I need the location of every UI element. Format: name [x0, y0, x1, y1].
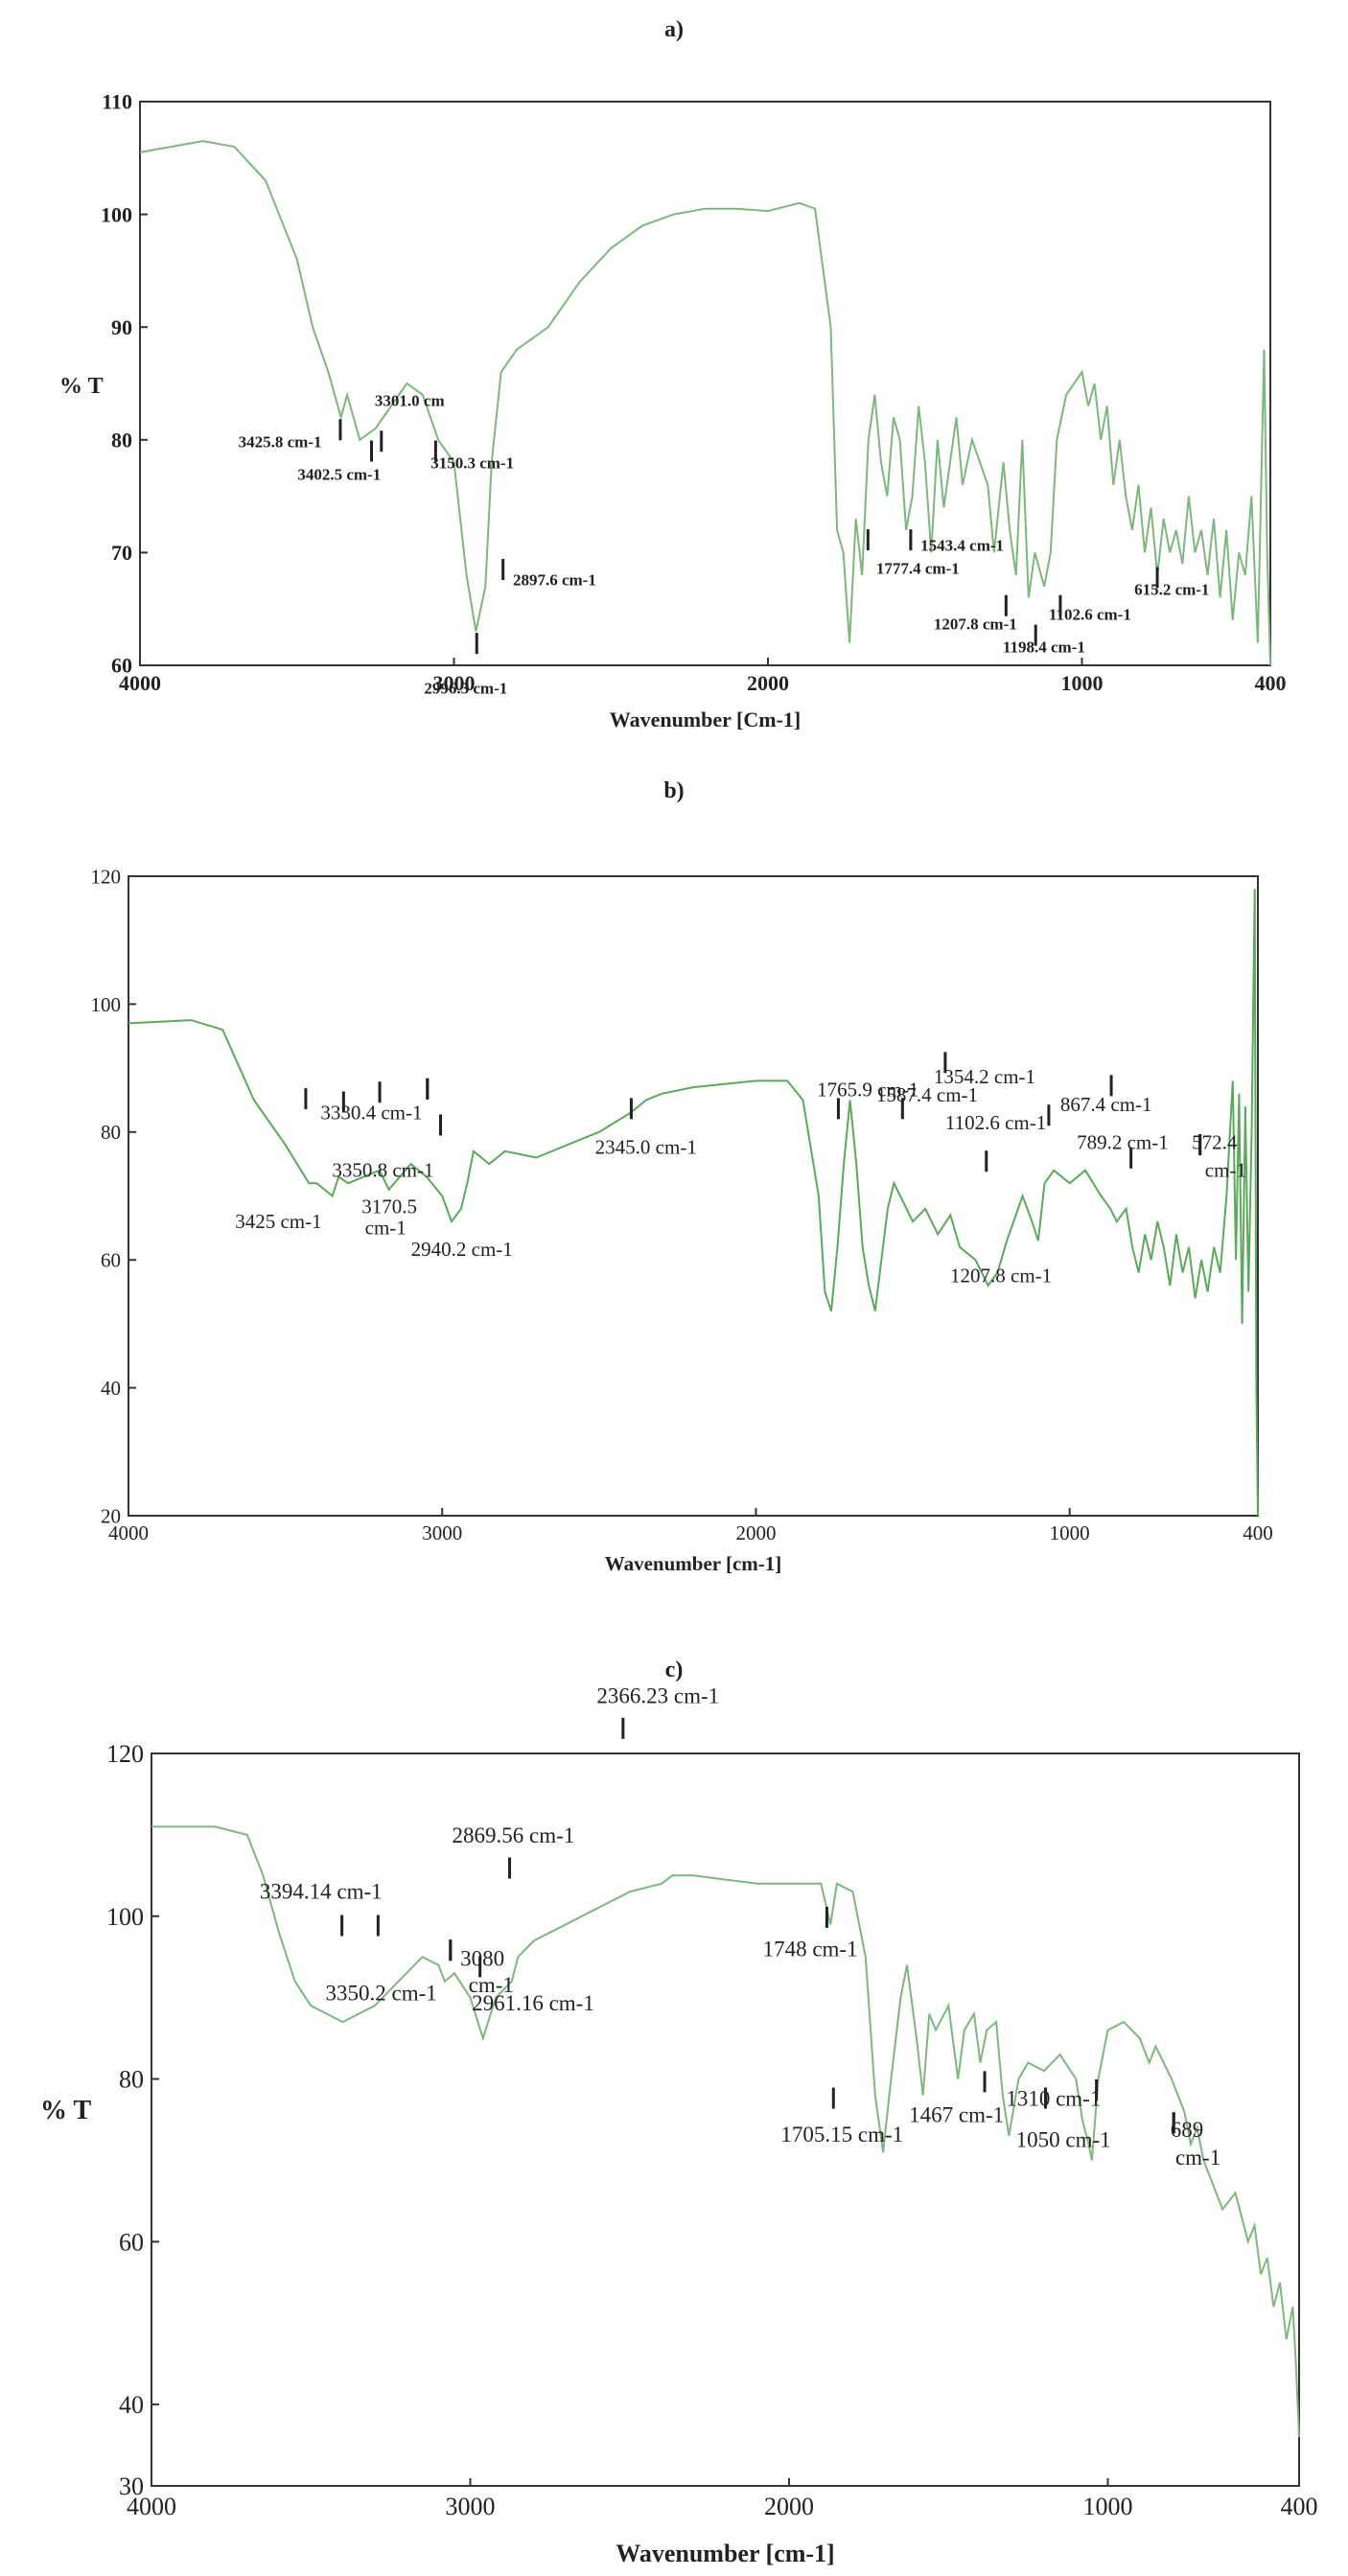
- peak-label: 2366.23 cm-1: [596, 1683, 719, 1707]
- x-tick-label: 1000: [1050, 1521, 1090, 1544]
- peak-label: 1050 cm-1: [1016, 2127, 1111, 2151]
- peak-label: 2996.3 cm-1: [424, 680, 507, 698]
- x-tick-label: 3000: [433, 671, 476, 695]
- peak-label: 1207.8 cm-1: [934, 615, 1017, 634]
- y-tick-label: 90: [111, 315, 132, 339]
- peak-label: 3301.0 cm: [375, 392, 445, 410]
- peak-label: 1207.8 cm-1: [950, 1264, 1052, 1287]
- peak-label: 1102.6 cm-1: [1049, 605, 1131, 623]
- x-tick-label: 2000: [764, 2493, 814, 2520]
- chart-title: a): [664, 17, 684, 42]
- peak-label: 3402.5 cm-1: [297, 466, 381, 484]
- x-tick-label: 4000: [108, 1521, 149, 1544]
- x-axis-label: Wavenumber [cm-1]: [605, 1552, 782, 1575]
- y-tick-label: 30: [119, 2472, 144, 2500]
- y-tick-label: 100: [106, 1903, 144, 1931]
- chart-title: b): [663, 778, 684, 803]
- peak-label: 3425 cm-1: [235, 1210, 321, 1233]
- x-tick-label: 2000: [735, 1521, 776, 1544]
- peak-label: 3170.5: [361, 1195, 417, 1218]
- y-tick-label: 100: [91, 993, 122, 1016]
- peak-label: 1587.4 cm-1: [876, 1083, 978, 1106]
- peak-label: 1748 cm-1: [763, 1937, 858, 1961]
- spectrum-line: [151, 1825, 1300, 2438]
- x-tick-label: 400: [1243, 1521, 1273, 1544]
- chart-title: c): [665, 1658, 684, 1683]
- y-tick-label: 60: [111, 654, 132, 678]
- x-axis-label: Wavenumber [Cm-1]: [610, 708, 801, 731]
- x-tick-label: 1000: [1061, 671, 1104, 695]
- y-tick-label: 40: [119, 2391, 144, 2419]
- peak-label: cm-1: [365, 1217, 407, 1240]
- peak-label: 3080: [460, 1947, 504, 1971]
- x-tick-label: 4000: [119, 671, 161, 695]
- y-tick-label: 80: [111, 429, 132, 453]
- spectrum-line: [128, 889, 1259, 1517]
- x-tick-label: 4000: [127, 2493, 176, 2520]
- peak-label: 1310 cm-1: [1006, 2086, 1101, 2110]
- peak-label: cm-1: [469, 1973, 514, 1997]
- x-tick-label: 400: [1255, 671, 1287, 695]
- peak-label: 615.2 cm-1: [1134, 581, 1209, 599]
- peak-label: 3425.8 cm-1: [239, 432, 322, 451]
- plot-frame: [139, 101, 1271, 666]
- y-tick-label: 20: [101, 1504, 121, 1527]
- x-tick-label: 3000: [446, 2493, 496, 2520]
- peak-label: 1765.9 cm-1: [817, 1079, 918, 1102]
- plot-frame: [151, 1752, 1300, 2487]
- peak-label: 867.4 cm-1: [1060, 1093, 1152, 1116]
- x-tick-label: 3000: [422, 1521, 462, 1544]
- peak-label: 1543.4 cm-1: [920, 536, 1004, 554]
- x-tick-label: 1000: [1083, 2493, 1133, 2520]
- x-axis-label: Wavenumber [cm-1]: [616, 2540, 834, 2567]
- peak-label: 1198.4 cm-1: [1003, 638, 1085, 657]
- y-tick-label: 110: [102, 90, 132, 114]
- y-tick-label: 120: [106, 1740, 144, 1768]
- peak-label: 1705.15 cm-1: [780, 2123, 903, 2147]
- y-axis-label: % T: [59, 374, 104, 399]
- peak-label: 3150.3 cm-1: [430, 454, 514, 473]
- y-tick-label: 80: [119, 2066, 144, 2094]
- peak-label: 3394.14 cm-1: [260, 1879, 383, 1903]
- peak-label: 3350.2 cm-1: [325, 1982, 436, 2006]
- peak-label: 789.2 cm-1: [1077, 1131, 1169, 1154]
- peak-label: 3350.8 cm-1: [332, 1159, 433, 1182]
- peak-label: 2940.2 cm-1: [411, 1238, 513, 1261]
- y-tick-label: 80: [101, 1121, 121, 1144]
- y-tick-label: 40: [101, 1377, 121, 1400]
- y-tick-label: 100: [101, 202, 132, 226]
- peak-label: 2345.0 cm-1: [595, 1136, 697, 1159]
- y-axis-label: % T: [40, 2096, 91, 2125]
- peak-label: 2897.6 cm-1: [513, 570, 596, 589]
- peak-label: 1467 cm-1: [909, 2103, 1004, 2127]
- peak-label: cm-1: [1175, 2146, 1220, 2170]
- peak-label: 1102.6 cm-1: [945, 1111, 1046, 1134]
- x-tick-label: 2000: [747, 671, 789, 695]
- y-tick-label: 120: [91, 865, 122, 888]
- y-tick-label: 60: [119, 2228, 144, 2256]
- y-tick-label: 70: [111, 541, 132, 565]
- peak-label: 1354.2 cm-1: [934, 1065, 1035, 1088]
- peak-label: 2869.56 cm-1: [453, 1823, 575, 1847]
- peak-label: 2961.16 cm-1: [472, 1991, 594, 2015]
- peak-label: cm-1: [1205, 1159, 1246, 1182]
- y-tick-label: 60: [101, 1249, 121, 1272]
- peak-label: 3330.4 cm-1: [320, 1102, 422, 1125]
- plot-frame: [128, 875, 1259, 1517]
- spectrum-line: [139, 140, 1271, 666]
- peak-label: 1777.4 cm-1: [876, 559, 960, 577]
- peak-label: 689: [1171, 2118, 1204, 2142]
- x-tick-label: 400: [1281, 2493, 1318, 2520]
